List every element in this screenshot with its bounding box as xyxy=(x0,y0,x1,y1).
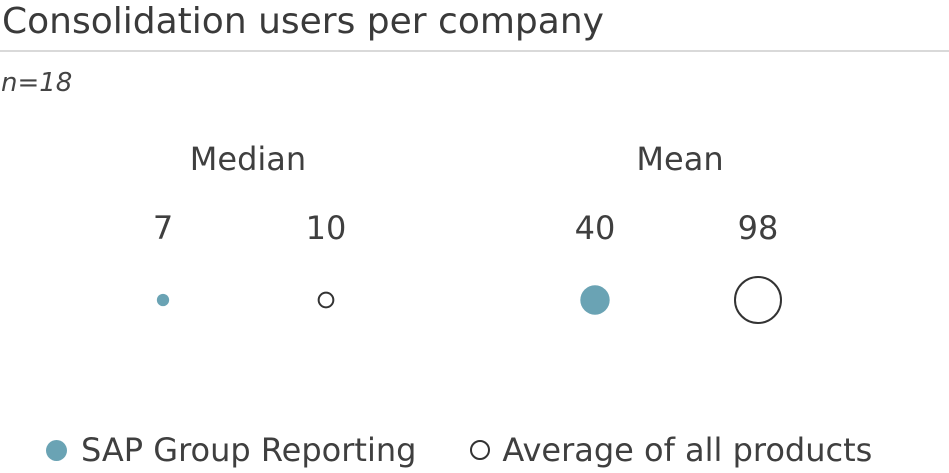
chart-title: Consolidation users per company xyxy=(2,1,604,42)
legend-item-average-of-all-products: Average of all products xyxy=(470,430,872,470)
value-label-median-average-of-all-products: 10 xyxy=(306,209,347,247)
legend-label: Average of all products xyxy=(502,431,873,469)
title-divider xyxy=(0,50,949,52)
value-label-median-sap-group-reporting: 7 xyxy=(153,209,173,247)
bubble-chart: Median 7 10 Mean 40 98 xyxy=(153,140,782,324)
legend-hollow-circle-icon xyxy=(470,440,491,460)
legend-filled-circle-icon xyxy=(46,439,67,461)
group-label-mean: Mean xyxy=(636,140,723,178)
legend-label: SAP Group Reporting xyxy=(81,431,417,469)
group-label-median: Median xyxy=(190,140,306,178)
chart-legend: SAP Group Reporting Average of all produ… xyxy=(46,428,872,472)
bubble-mean-sap-group-reporting xyxy=(580,285,610,315)
chart-subtitle: n=18 xyxy=(1,68,73,98)
bubble-median-sap-group-reporting xyxy=(156,293,170,307)
bubble-mean-average-of-all-products xyxy=(734,276,782,324)
value-label-mean-average-of-all-products: 98 xyxy=(738,209,779,247)
bubble-median-average-of-all-products xyxy=(317,291,335,309)
value-label-mean-sap-group-reporting: 40 xyxy=(575,209,616,247)
legend-item-sap-group-reporting: SAP Group Reporting xyxy=(46,430,416,470)
